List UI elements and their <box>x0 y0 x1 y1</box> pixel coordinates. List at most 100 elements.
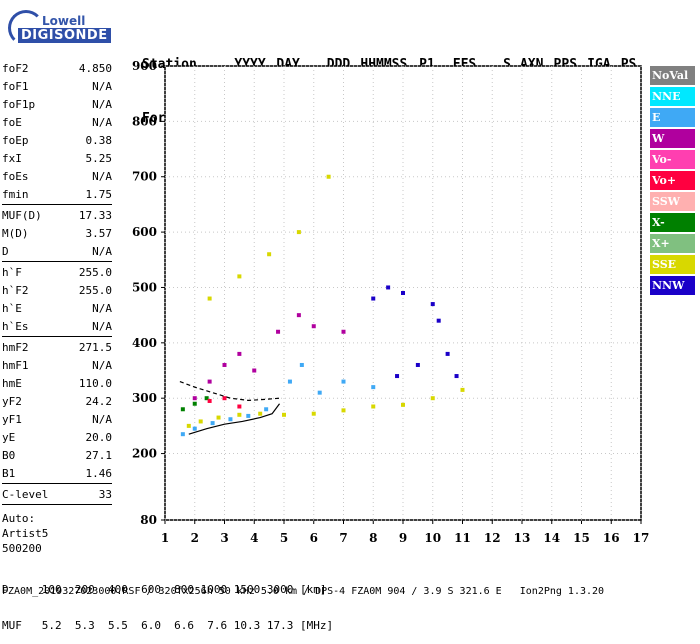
parameter-value: 271.5 <box>78 341 112 354</box>
data-point-e <box>317 390 322 395</box>
data-point-e <box>180 432 185 437</box>
parameter-name: h`E <box>2 302 22 315</box>
legend-item-nne: NNE <box>650 87 695 106</box>
x-tick-label: 8 <box>369 531 377 545</box>
parameter-name: foF2 <box>2 62 29 75</box>
parameter-row: B1 1.46 <box>2 465 112 483</box>
data-point-e <box>299 362 304 367</box>
data-point-e <box>192 426 197 431</box>
parameter-value: 27.1 <box>85 449 113 462</box>
parameter-row: h`E N/A <box>2 300 112 318</box>
parameter-value: 33 <box>98 488 112 501</box>
x-tick-label: 2 <box>191 531 199 545</box>
data-point-vo <box>237 404 242 409</box>
parameter-name: D <box>2 245 9 258</box>
parameter-row: D N/A <box>2 243 112 261</box>
data-point-nnw <box>445 351 450 356</box>
data-point-x <box>192 401 197 406</box>
parameter-name: hmF1 <box>2 359 29 372</box>
logo-line1: Lowell <box>42 14 86 28</box>
parameter-value: 3.57 <box>85 227 113 240</box>
parameter-group: C-level 33 <box>2 486 112 505</box>
data-point-e <box>264 407 269 412</box>
parameter-name: h`Es <box>2 320 29 333</box>
data-point-sse <box>341 408 346 413</box>
data-point-sse <box>371 404 376 409</box>
parameter-row: M(D) 3.57 <box>2 225 112 243</box>
x-tick-label: 15 <box>573 531 590 545</box>
data-point-sse <box>267 252 272 257</box>
ionogram-chart: 1 2 3 4 5 6 7 8 9 10 11 12 13 14 15 16 17802003004005006… <box>132 59 650 545</box>
parameter-group: MUF(D) 17.33 M(D) 3.57 D N/A <box>2 207 112 262</box>
x-tick-label: 17 <box>633 531 650 545</box>
parameter-value: N/A <box>92 98 112 111</box>
x-tick-label: 3 <box>220 531 228 545</box>
data-point-w <box>276 329 281 334</box>
data-point-nnw <box>401 291 405 295</box>
parameter-value: 1.75 <box>85 188 113 201</box>
parameter-name: hmF2 <box>2 341 29 354</box>
parameter-row: MUF(D) 17.33 <box>2 207 112 225</box>
parameter-row: foF1p N/A <box>2 96 112 114</box>
parameter-value: N/A <box>92 413 112 426</box>
data-point-nnw <box>430 302 435 307</box>
parameter-name: yF2 <box>2 395 22 408</box>
parameter-name: M(D) <box>2 227 29 240</box>
parameter-row: fmin 1.75 <box>2 186 112 204</box>
parameter-value: 255.0 <box>78 266 112 279</box>
x-tick-label: 7 <box>339 531 347 545</box>
parameter-value: 1.46 <box>85 467 113 480</box>
data-point-sse <box>460 387 465 392</box>
parameter-name: h`F <box>2 266 22 279</box>
x-tick-label: 9 <box>399 531 407 545</box>
data-point-w <box>341 329 346 334</box>
x-tick-label: 10 <box>424 531 441 545</box>
parameter-row: yE 20.0 <box>2 429 112 447</box>
y-tick-label: 500 <box>132 280 157 294</box>
data-point-w <box>311 324 316 329</box>
parameter-value: 110.0 <box>78 377 112 390</box>
y-tick-label: 300 <box>132 391 157 405</box>
y-tick-label: 400 <box>132 336 157 350</box>
parameter-name: yE <box>2 431 16 444</box>
parameter-row: yF1 N/A <box>2 411 112 429</box>
data-point-w <box>296 313 301 318</box>
auto-scaling-info: Auto: Artist5 500200 <box>2 511 112 556</box>
y-tick-label: 900 <box>132 59 157 73</box>
y-tick-label: 800 <box>132 114 157 128</box>
data-point-x <box>204 396 209 401</box>
parameter-name: MUF(D) <box>2 209 42 222</box>
auto-line: Auto: <box>2 512 36 525</box>
parameter-row: h`F2 255.0 <box>2 282 112 300</box>
auto-line: 500200 <box>2 542 42 555</box>
legend-item-x: X+ <box>650 234 695 253</box>
parameter-row: yF2 24.2 <box>2 393 112 411</box>
x-tick-label: 1 <box>161 531 169 545</box>
data-point-sse <box>401 402 405 407</box>
header-label-7: S <box>503 57 511 72</box>
data-point-x <box>180 407 185 412</box>
parameter-row: hmE 110.0 <box>2 375 112 393</box>
legend-item-e: E <box>650 108 695 127</box>
parameter-value: 5.25 <box>85 152 113 165</box>
data-point-nnw <box>386 285 391 290</box>
parameter-group: h`F 255.0 h`F2 255.0 h`E N/A h`Es N/A <box>2 264 112 337</box>
parameter-name: C-level <box>2 488 49 501</box>
parameter-row: C-level 33 <box>2 486 112 504</box>
data-point-w <box>252 368 257 373</box>
data-point-sse <box>216 415 221 420</box>
legend: NoVal NNE E W Vo- Vo+ SSW X- X+ SSE NNW <box>650 66 695 297</box>
parameter-row: foF2 4.850 <box>2 60 112 78</box>
legend-item-nnw: NNW <box>650 276 695 295</box>
x-tick-label: 13 <box>514 531 531 545</box>
parameter-value: N/A <box>92 359 112 372</box>
parameter-name: B1 <box>2 467 16 480</box>
parameter-value: 0.38 <box>85 134 113 147</box>
parameter-row: foEs N/A <box>2 168 112 186</box>
parameter-row: foEp 0.38 <box>2 132 112 150</box>
data-point-nnw <box>454 374 459 379</box>
data-point-e <box>246 413 251 418</box>
x-tick-label: 6 <box>310 531 318 545</box>
data-point-sse <box>258 411 263 416</box>
parameter-group: foF2 4.850 foF1 N/A foF1p N/A foE N/A foEp 0.38 fx… <box>2 60 112 205</box>
